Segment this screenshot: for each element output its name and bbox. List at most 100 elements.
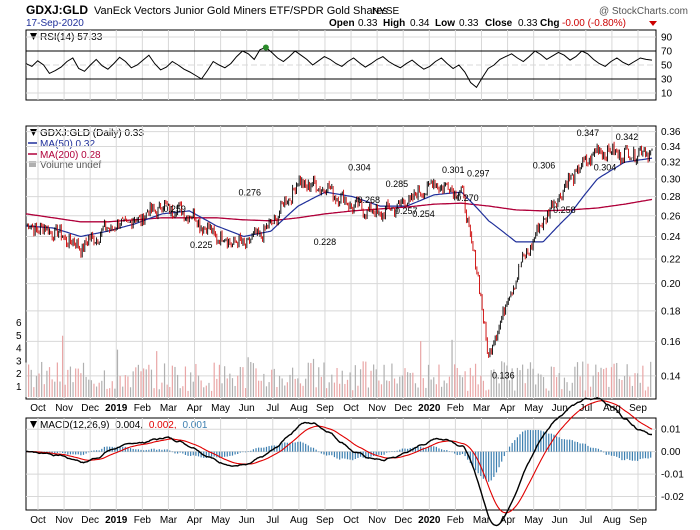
price-annotation: 0.347 <box>577 128 600 138</box>
volume-bar <box>407 372 409 397</box>
volume-bar <box>610 367 613 397</box>
macd-histogram-bar <box>582 443 584 452</box>
volume-bar <box>477 384 479 397</box>
x-axis-label: Mar <box>160 515 178 526</box>
macd-histogram-bar <box>85 451 87 454</box>
volume-bar <box>522 364 524 397</box>
volume-bar <box>208 382 210 397</box>
volume-bar <box>467 390 469 397</box>
macd-hist-value: 0.001 <box>182 420 207 431</box>
macd-histogram-bar <box>239 451 241 453</box>
macd-histogram-bar <box>399 449 401 452</box>
volume-bar <box>383 364 385 397</box>
price-annotation: 0.257 <box>395 206 418 216</box>
volume-bar <box>318 367 320 397</box>
volume-bar <box>498 383 500 397</box>
macd-histogram-bar <box>289 442 291 452</box>
macd-histogram-bar <box>258 447 260 452</box>
macd-histogram-bar <box>59 451 61 453</box>
volume-tick-label: 3 <box>16 356 22 367</box>
macd-frame <box>25 417 657 511</box>
macd-histogram-bar <box>339 451 341 460</box>
macd-histogram-bar <box>320 451 322 454</box>
macd-histogram-bar <box>51 451 53 454</box>
macd-histogram-bar <box>477 451 479 474</box>
macd-histogram-bar <box>420 446 422 452</box>
macd-histogram-bar <box>485 451 487 481</box>
volume-bar <box>472 375 474 397</box>
volume-bar <box>135 367 137 397</box>
volume-bar <box>216 378 218 397</box>
macd-histogram-bar <box>190 451 192 456</box>
macd-histogram-bar <box>325 451 328 456</box>
macd-histogram-bar <box>592 447 594 452</box>
volume-bar <box>184 366 187 397</box>
macd-histogram-bar <box>514 440 516 452</box>
macd-histogram-bar <box>341 451 343 459</box>
x-axis-label: Aug <box>290 515 308 526</box>
macd-histogram-bar <box>555 436 558 452</box>
macd-histogram-bar <box>524 430 526 452</box>
volume-bar <box>320 376 322 397</box>
macd-histogram-bar <box>383 451 385 455</box>
macd-histogram-bar <box>378 451 380 455</box>
macd-histogram-bar <box>210 451 213 457</box>
volume-bar <box>597 372 600 397</box>
macd-histogram-bar <box>623 451 626 461</box>
macd-histogram-bar <box>231 451 234 456</box>
macd-histogram-bar <box>380 451 383 456</box>
volume-bar <box>600 367 602 397</box>
volume-bar <box>349 372 351 397</box>
volume-bar <box>85 376 87 397</box>
volume-bar <box>140 371 142 397</box>
volume-bar <box>618 378 620 397</box>
volume-bar <box>106 388 108 397</box>
macd-histogram-bar <box>101 448 103 452</box>
volume-bar <box>276 386 278 397</box>
volume-bar <box>114 388 116 397</box>
macd-histogram-bar <box>224 451 226 457</box>
macd-panel: MACD(12,26,9) 0.004, 0.002, 0.001 <box>25 417 657 511</box>
volume-bar <box>263 373 265 397</box>
macd-histogram-bar <box>129 448 132 452</box>
volume-bar <box>244 388 247 397</box>
volume-tick-label: 2 <box>16 369 22 380</box>
macd-histogram-bar <box>119 447 121 452</box>
macd-histogram-bar <box>150 448 153 452</box>
x-axis-label: Oct <box>343 515 359 526</box>
macd-histogram-bar <box>88 451 90 453</box>
x-axis-label: Mar <box>473 515 491 526</box>
volume-bar <box>299 383 302 397</box>
price-annotation: 0.225 <box>190 240 213 250</box>
macd-histogram-bar <box>616 451 618 457</box>
macd-histogram-bar <box>192 451 194 456</box>
volume-bar <box>237 375 239 397</box>
macd-histogram-bar <box>422 447 424 452</box>
volume-bar <box>535 384 537 397</box>
legend-ma50: MA(50) 0.32 <box>40 139 95 150</box>
macd-histogram-bar <box>365 451 367 459</box>
macd-histogram-bar <box>349 451 351 460</box>
macd-signal-value: 0.002, <box>149 420 177 431</box>
volume-bar <box>67 369 69 397</box>
macd-histogram-bar <box>286 442 288 452</box>
volume-bar <box>64 384 66 397</box>
macd-histogram-bar <box>519 434 521 452</box>
volume-bar <box>631 385 633 397</box>
macd-histogram-bar <box>137 449 139 452</box>
high-label: High <box>383 18 405 29</box>
volume-bar <box>605 367 607 397</box>
macd-histogram-bar <box>67 451 69 455</box>
volume-bar <box>561 389 563 397</box>
macd-histogram-bar <box>401 448 403 452</box>
price-frame <box>25 125 657 400</box>
volume-bar <box>69 366 72 397</box>
volume-bar <box>592 375 594 397</box>
volume-bar <box>80 373 82 397</box>
macd-histogram-bar <box>433 446 435 452</box>
macd-histogram-bar <box>482 451 485 479</box>
volume-bar <box>365 361 367 397</box>
macd-histogram-bar <box>54 451 56 454</box>
macd-histogram-bar <box>195 451 197 456</box>
x-axis-label: 2019 <box>105 403 128 414</box>
